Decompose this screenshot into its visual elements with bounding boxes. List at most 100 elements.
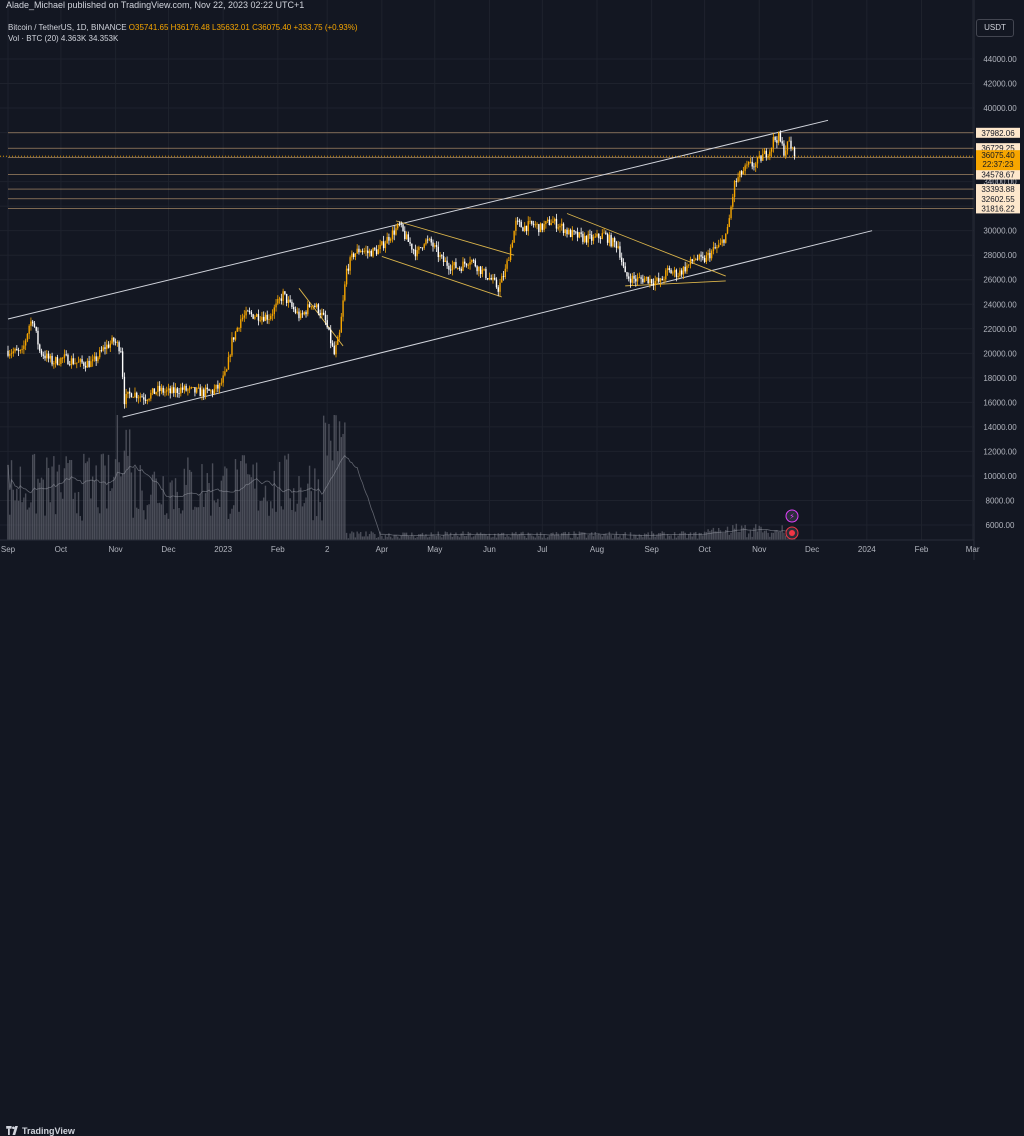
volume-bar xyxy=(483,533,485,540)
volume-bar xyxy=(710,529,713,540)
candle-body xyxy=(691,259,693,262)
candle-body xyxy=(411,243,413,250)
candle-body xyxy=(171,387,173,394)
volume-bar xyxy=(541,537,544,540)
candle-body xyxy=(552,221,554,223)
candle-body xyxy=(666,268,669,271)
volume-bar xyxy=(603,533,605,540)
candle-body xyxy=(649,279,651,284)
candle-body xyxy=(379,244,381,250)
ohlc-row: Bitcoin / TetherUS, 1D, BINANCE O35741.6… xyxy=(8,22,358,33)
volume-bar xyxy=(608,531,611,540)
candle-body xyxy=(751,161,753,167)
volume-bar xyxy=(347,538,350,540)
volume-bar xyxy=(626,537,628,540)
volume-bar xyxy=(524,535,526,540)
candle-body xyxy=(300,313,302,319)
candle-body xyxy=(545,221,547,225)
candle-body xyxy=(423,244,425,248)
volume-bar xyxy=(561,533,563,540)
candle-body xyxy=(419,247,422,249)
volume-bar xyxy=(349,533,351,540)
volume-bar xyxy=(217,498,219,540)
volume-bar xyxy=(758,525,760,540)
volume-bar xyxy=(557,533,559,540)
candle-body xyxy=(215,384,217,389)
volume-bar xyxy=(289,498,291,540)
volume-bar xyxy=(17,500,20,540)
volume-bar xyxy=(241,455,244,540)
volume-bar xyxy=(781,525,783,540)
volume-bar xyxy=(605,533,607,540)
volume-bar xyxy=(730,532,732,540)
candle-body xyxy=(663,279,665,281)
volume-ma-line xyxy=(7,454,795,537)
volume-bar xyxy=(342,433,344,540)
candle-body xyxy=(285,293,288,303)
symbol-name[interactable]: Bitcoin / TetherUS, 1D, BINANCE xyxy=(8,23,127,32)
level-label: 33393.88 xyxy=(981,185,1015,194)
time-axis[interactable]: Sep Oct Nov Dec 2023 Feb 2 Apr May Jun Jul Aug Sep Oc… xyxy=(1,545,980,554)
volume-bar xyxy=(63,468,66,540)
candle-body xyxy=(248,311,251,313)
candle-body xyxy=(130,393,133,398)
volume-bar xyxy=(437,531,439,540)
volume-bar xyxy=(285,459,288,540)
volume-bar xyxy=(649,537,651,540)
candle-body xyxy=(448,265,450,270)
candle-body xyxy=(270,315,272,320)
volume-label[interactable]: Vol · BTC (20) xyxy=(8,34,59,43)
candle-body xyxy=(146,400,149,401)
volume-bar xyxy=(317,479,320,540)
candle-body xyxy=(428,238,431,240)
candle-body xyxy=(464,261,466,264)
candle-body xyxy=(243,315,246,318)
volume-bar xyxy=(596,534,598,540)
candle-body xyxy=(271,314,274,316)
candle-body xyxy=(714,247,716,249)
price-tick-label: 34000.00 xyxy=(983,178,1017,187)
volume-bar xyxy=(21,502,23,540)
candle-body xyxy=(72,358,74,364)
volume-bar xyxy=(183,468,186,540)
candle-body xyxy=(594,236,596,238)
candle-body xyxy=(515,220,517,232)
price-chart[interactable]: 6000.00 8000.00 10000.00 12000.00 14000.00 16… xyxy=(0,0,1024,581)
candle-body xyxy=(635,278,637,282)
volume-bar xyxy=(384,535,387,540)
volume-bar xyxy=(783,532,785,540)
volume-bar xyxy=(24,493,27,540)
candle-body xyxy=(756,157,759,164)
volume-bar xyxy=(666,534,669,540)
candle-body xyxy=(389,239,392,241)
volume-bar xyxy=(511,532,514,540)
candle-body xyxy=(61,357,64,359)
candle-body xyxy=(659,278,662,282)
volume-bar xyxy=(620,538,623,540)
volume-row: Vol · BTC (20) 4.363K 34.353K xyxy=(8,33,358,44)
candle-body xyxy=(337,336,339,345)
volume-bar xyxy=(643,533,646,540)
candle-body xyxy=(268,319,270,320)
volume-bar xyxy=(453,534,455,540)
candle-body xyxy=(462,261,464,271)
lightning-icon[interactable] xyxy=(785,509,799,523)
candle-body xyxy=(492,277,494,280)
candle-body xyxy=(169,388,171,394)
time-tick-label: Mar xyxy=(966,545,980,554)
flag-bottom-line xyxy=(625,280,726,287)
candle-body xyxy=(188,387,191,390)
volume-bar xyxy=(705,532,708,540)
alert-icons[interactable]: ⚡ xyxy=(785,509,799,540)
candle-body xyxy=(568,229,570,235)
candle-body xyxy=(176,388,178,394)
volume-bar xyxy=(411,532,413,540)
volume-bar xyxy=(462,531,464,540)
candle-body xyxy=(700,254,702,257)
candle-body xyxy=(479,266,482,275)
candle-body xyxy=(211,390,214,394)
volume-bar xyxy=(298,476,300,540)
currency-button[interactable]: USDT xyxy=(976,19,1014,37)
volume-bar xyxy=(755,524,757,540)
candle-body xyxy=(104,347,106,350)
